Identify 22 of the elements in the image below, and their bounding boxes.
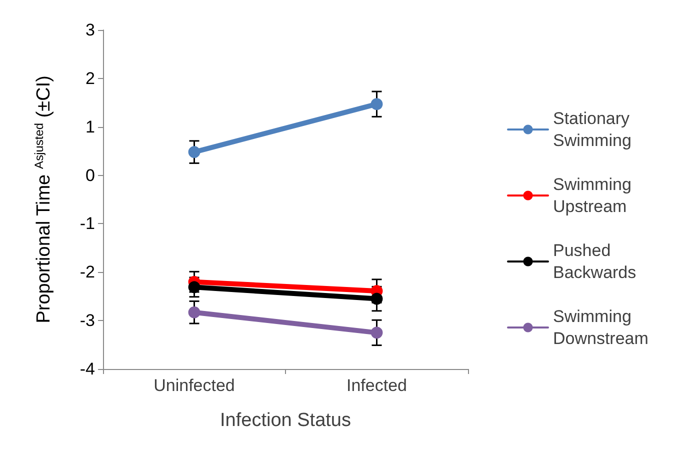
y-tick-label: 0 bbox=[86, 166, 95, 185]
y-tick-label: -3 bbox=[80, 311, 95, 330]
x-tick-label: Infected bbox=[346, 376, 407, 395]
point bbox=[370, 292, 383, 305]
legend-label: Swimming Upstream bbox=[553, 175, 636, 216]
point bbox=[188, 281, 200, 294]
x-axis-title: Infection Status bbox=[220, 410, 351, 431]
point bbox=[370, 98, 383, 110]
point bbox=[188, 146, 200, 158]
legend-label: Swimming Downstream bbox=[553, 307, 648, 348]
y-tick-label: 3 bbox=[86, 20, 95, 40]
x-tick-label: Uninfected bbox=[154, 376, 235, 395]
point bbox=[188, 306, 200, 318]
legend-label: Stationary Swimming bbox=[553, 109, 634, 150]
y-tick-label: -4 bbox=[80, 360, 95, 378]
legend-label: Pushed Backwards bbox=[553, 241, 636, 282]
y-axis-title: Proportional Time Asjusted (±CI) bbox=[32, 76, 54, 324]
y-tick-label: -2 bbox=[80, 262, 95, 282]
point bbox=[370, 326, 383, 339]
y-tick-label: 1 bbox=[86, 117, 95, 136]
y-tick-label: 2 bbox=[86, 68, 95, 88]
y-tick-label: -1 bbox=[80, 214, 95, 234]
